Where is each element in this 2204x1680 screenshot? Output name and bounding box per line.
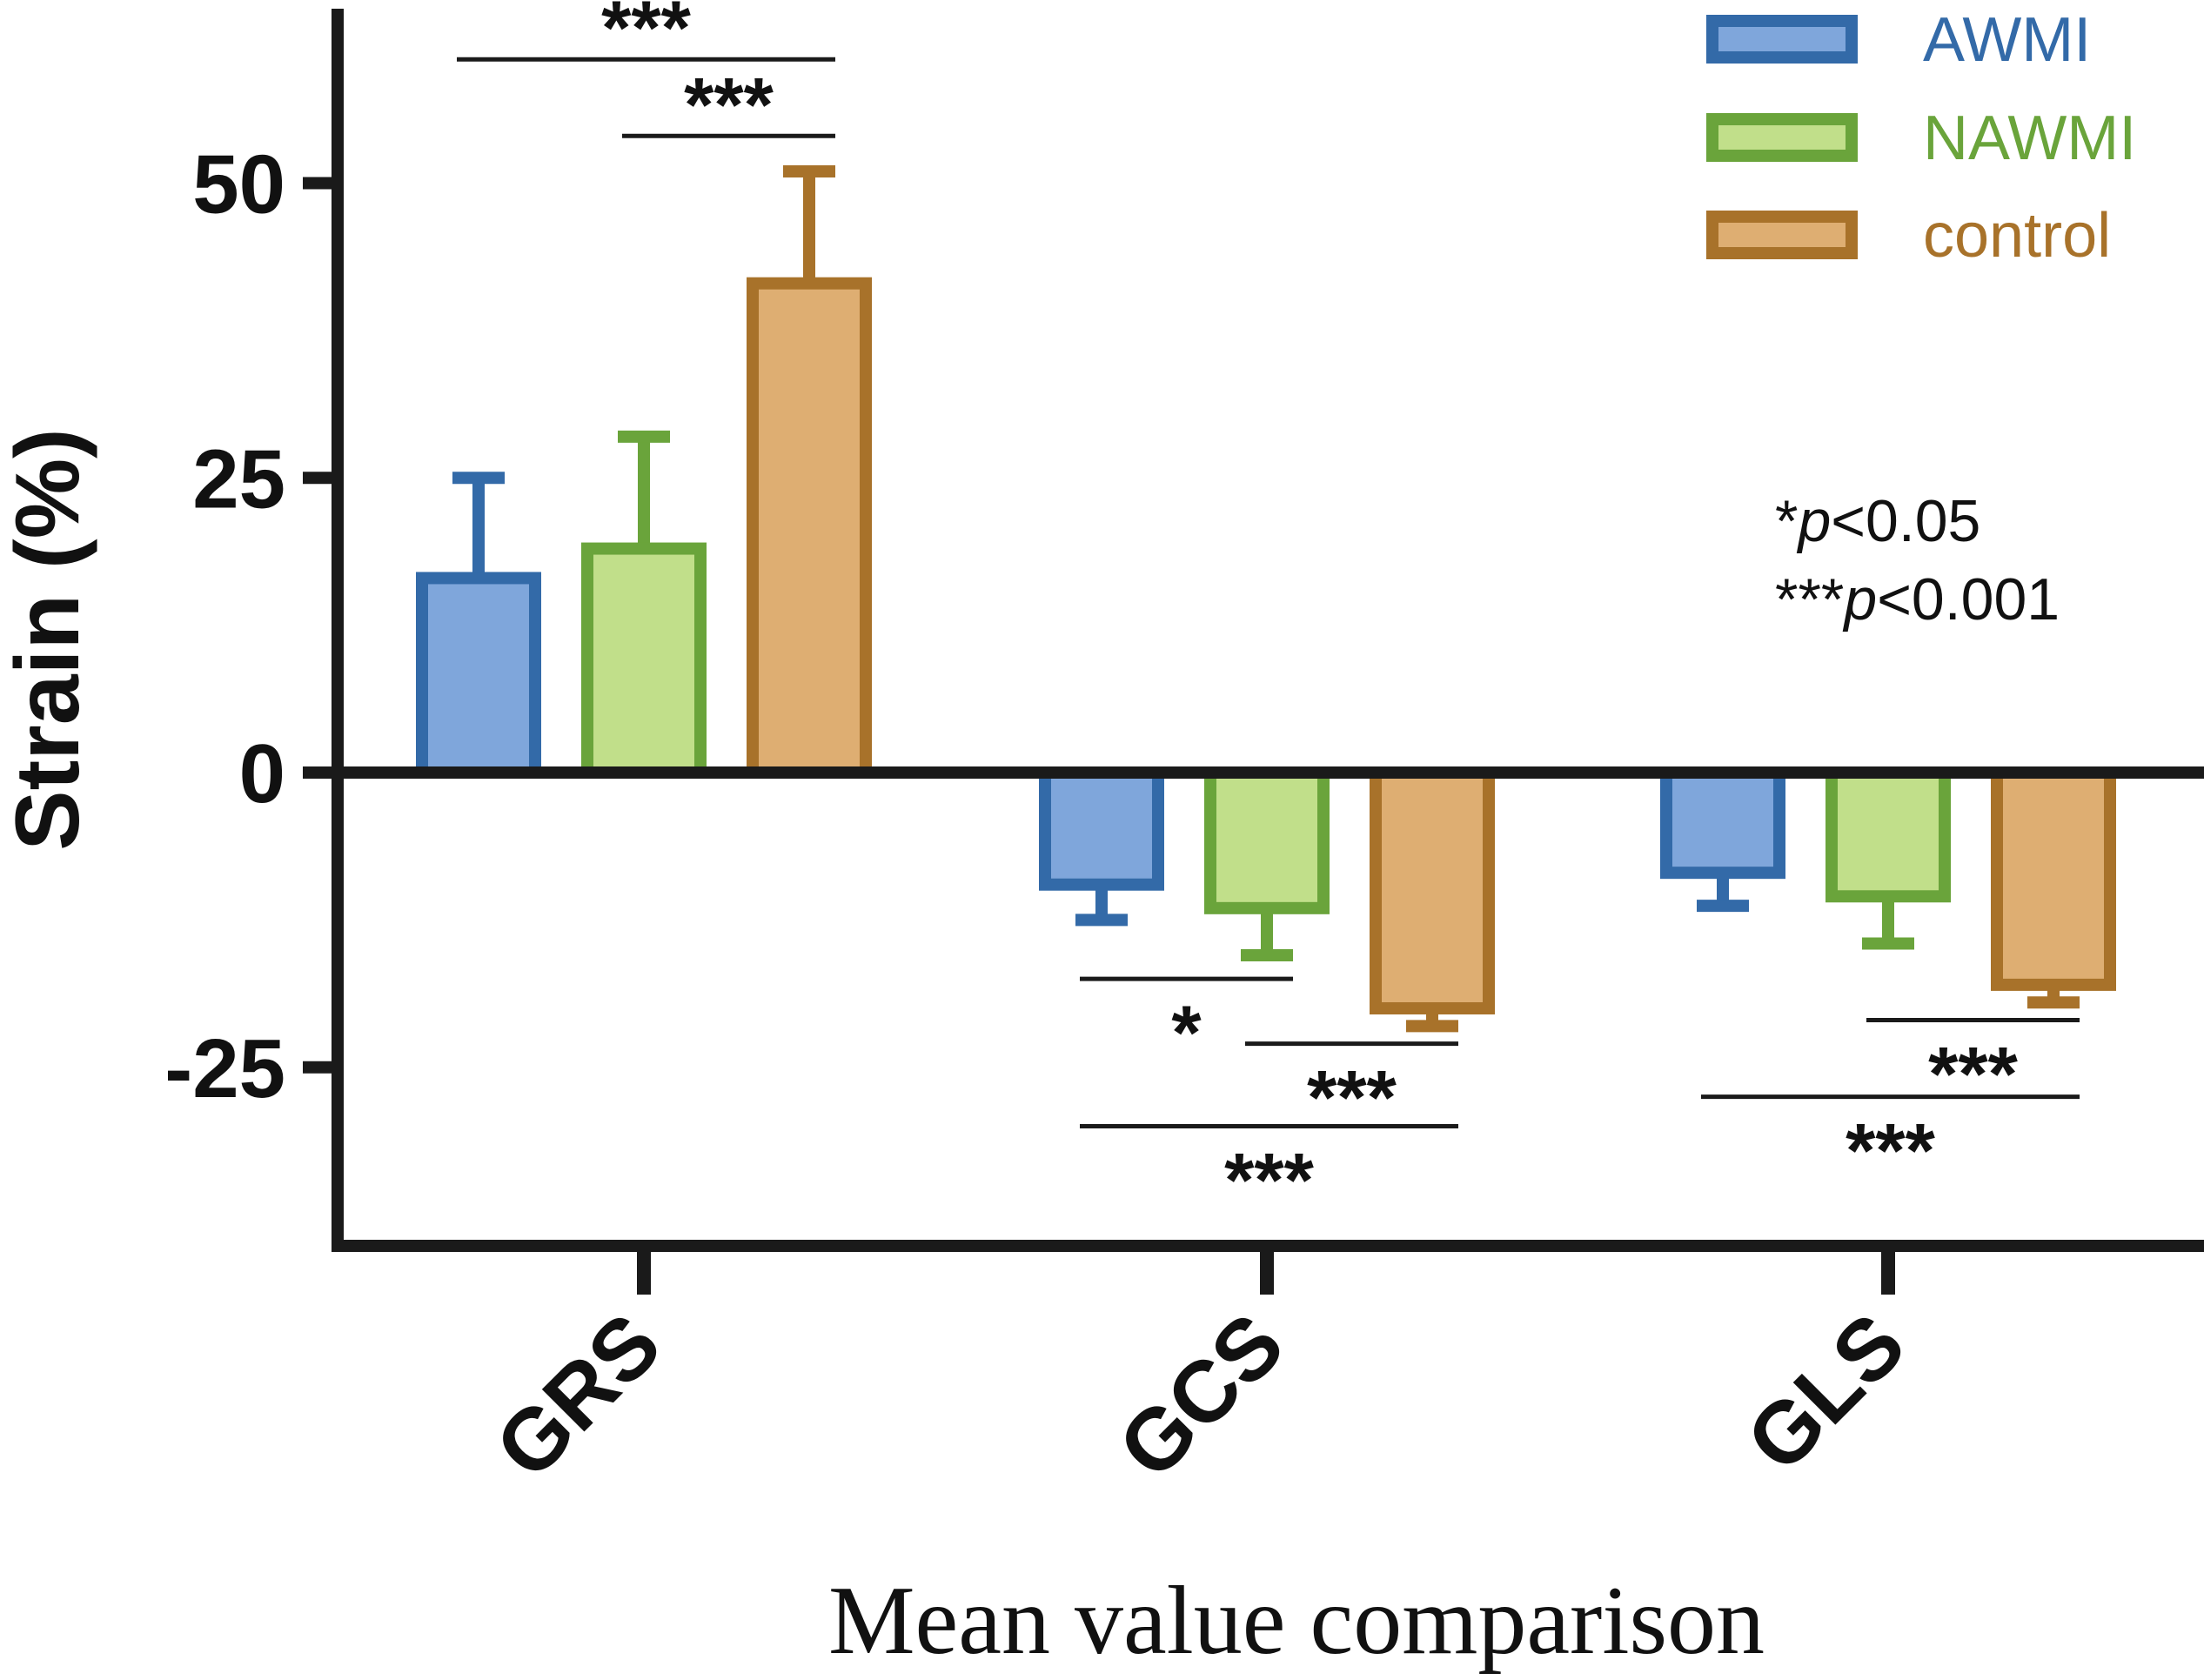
significance-label-1: ***	[684, 61, 774, 147]
significance-label-2: *	[1171, 989, 1202, 1075]
note-2-p: p	[1842, 566, 1877, 633]
bar-grs-awmi	[416, 572, 541, 779]
bar-gcs-awmi	[1039, 766, 1164, 891]
y-tick-label-0: 50	[192, 138, 285, 231]
legend-label-control: control	[1923, 201, 2111, 271]
bar-gls-nawmi	[1826, 766, 1951, 903]
note-2-threshold: <0.001	[1877, 566, 2060, 633]
x-tick-label-grs: GRS	[477, 1295, 679, 1496]
significance-label-0: ***	[601, 0, 691, 70]
bar-gcs-control	[1370, 766, 1495, 1014]
note-1-threshold: <0.05	[1831, 488, 1980, 554]
note-1-stars: *	[1775, 488, 1798, 554]
note-1-p: p	[1796, 488, 1831, 554]
significance-layer: *******************	[457, 0, 2080, 1223]
legend-swatch-nawmi	[1706, 113, 1858, 162]
bar-gls-control	[1991, 766, 2116, 991]
bar-gls-awmi	[1660, 766, 1785, 880]
x-tick-label-gcs: GCS	[1100, 1295, 1302, 1496]
legend-swatch-control	[1706, 211, 1858, 259]
significance-note-1: *p<0.05	[1775, 488, 1980, 554]
legend: AWMI NAWMI control	[1706, 5, 2136, 271]
bar-gcs-nawmi	[1204, 766, 1330, 914]
bars-layer	[416, 164, 2116, 1033]
y-tick-label-1: 25	[192, 432, 285, 525]
y-tick-label-2: 0	[239, 727, 285, 820]
significance-label-5: ***	[1928, 1031, 2018, 1117]
bar-grs-nawmi	[581, 542, 707, 779]
bar-grs-control	[747, 277, 872, 779]
y-tick-label-3: -25	[164, 1022, 285, 1115]
significance-note-2: ***p<0.001	[1775, 566, 2060, 633]
legend-swatch-awmi	[1706, 15, 1858, 64]
x-tick-label-gls: GLS	[1728, 1295, 1924, 1490]
significance-label-4: ***	[1224, 1137, 1314, 1223]
note-2-stars: ***	[1775, 566, 1844, 633]
legend-label-nawmi: NAWMI	[1923, 104, 2136, 173]
y-axis-title: Strain (%)	[0, 428, 98, 850]
x-axis-title: Mean value comparison	[828, 1567, 1765, 1675]
significance-label-6: ***	[1846, 1108, 1935, 1194]
legend-label-awmi: AWMI	[1923, 5, 2091, 75]
